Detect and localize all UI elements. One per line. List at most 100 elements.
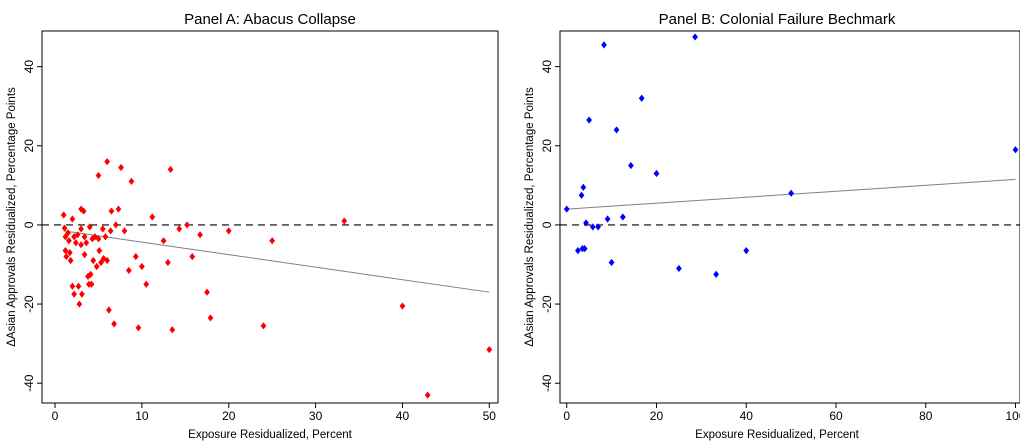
data-point bbox=[100, 254, 107, 263]
data-point bbox=[106, 306, 112, 314]
data-point bbox=[608, 258, 615, 267]
data-point bbox=[62, 247, 69, 255]
data-point bbox=[676, 264, 682, 273]
data-point bbox=[595, 223, 602, 231]
x-tick-label: 20 bbox=[650, 409, 664, 423]
data-point bbox=[692, 33, 698, 41]
data-point bbox=[580, 183, 587, 191]
data-point bbox=[115, 205, 122, 213]
panel-b-points bbox=[563, 33, 1019, 278]
panel-b: Panel B: Colonial Failure Bechmark 0 20 40… bbox=[524, 11, 1020, 441]
x-tick-label: 40 bbox=[740, 409, 754, 423]
panel-a-y-axis-label: ΔAsian Approvals Residualized, Percentag… bbox=[6, 87, 18, 347]
data-point bbox=[604, 215, 611, 223]
x-tick-label: 0 bbox=[52, 409, 59, 423]
panel-a-fit-line bbox=[63, 230, 490, 293]
data-point bbox=[95, 235, 102, 243]
x-tick-label: 80 bbox=[919, 409, 933, 423]
data-point bbox=[341, 217, 348, 225]
data-point bbox=[98, 258, 104, 267]
data-point bbox=[81, 233, 88, 241]
data-point bbox=[169, 326, 176, 334]
data-point bbox=[88, 280, 95, 288]
data-point bbox=[78, 225, 84, 233]
data-point bbox=[601, 41, 607, 49]
data-point bbox=[112, 221, 119, 229]
data-point bbox=[102, 233, 109, 241]
data-point bbox=[638, 94, 645, 102]
data-point bbox=[60, 211, 67, 219]
data-point bbox=[713, 270, 720, 278]
y-tick-label: 40 bbox=[540, 60, 554, 74]
data-point bbox=[79, 290, 85, 298]
panel-b-axes: 0 20 40 60 80 100 -40 -20 0 20 40 bbox=[540, 60, 1020, 423]
x-tick-label: 40 bbox=[396, 409, 410, 423]
y-tick-label: 20 bbox=[540, 139, 554, 153]
data-point bbox=[72, 239, 79, 247]
data-point bbox=[121, 227, 128, 235]
data-point bbox=[176, 225, 183, 233]
panel-b-plot-frame bbox=[559, 30, 1020, 404]
data-point bbox=[87, 270, 94, 278]
data-point bbox=[75, 282, 82, 290]
data-point bbox=[589, 223, 596, 231]
data-point bbox=[71, 290, 78, 298]
data-point bbox=[118, 163, 124, 172]
y-tick-label: 0 bbox=[22, 221, 36, 228]
data-point bbox=[132, 252, 139, 261]
panel-a-points bbox=[60, 157, 493, 399]
data-point bbox=[225, 227, 232, 235]
data-point bbox=[260, 322, 267, 330]
data-point bbox=[184, 221, 190, 229]
data-point bbox=[653, 169, 660, 178]
data-point bbox=[83, 239, 90, 247]
data-point bbox=[204, 288, 210, 296]
panel-b-x-axis-label: Exposure Residualized, Percent bbox=[695, 429, 859, 441]
data-point bbox=[207, 314, 214, 322]
data-point bbox=[575, 247, 581, 255]
data-point bbox=[628, 161, 634, 170]
data-point bbox=[86, 223, 93, 231]
x-tick-label: 0 bbox=[563, 409, 570, 423]
data-point bbox=[1012, 146, 1019, 154]
x-tick-label: 60 bbox=[829, 409, 843, 423]
panel-a-x-axis-label: Exposure Residualized, Percent bbox=[188, 429, 352, 441]
data-point bbox=[69, 282, 76, 290]
panel-a-axes: 0 10 20 30 40 50 -40 -20 0 20 40 bbox=[22, 60, 496, 423]
data-point bbox=[143, 280, 150, 288]
data-point bbox=[135, 324, 142, 332]
data-point bbox=[78, 241, 84, 249]
data-point bbox=[107, 227, 114, 235]
data-point bbox=[93, 262, 100, 271]
data-point bbox=[62, 233, 69, 241]
data-point bbox=[743, 247, 750, 255]
data-point bbox=[90, 256, 97, 265]
data-point bbox=[578, 191, 585, 199]
data-point bbox=[66, 237, 72, 245]
data-point bbox=[619, 213, 626, 221]
data-point bbox=[165, 258, 171, 267]
data-point bbox=[160, 237, 167, 245]
x-tick-label: 30 bbox=[309, 409, 323, 423]
data-point bbox=[99, 225, 106, 233]
y-tick-label: -40 bbox=[22, 374, 36, 392]
y-tick-label: -20 bbox=[540, 295, 554, 313]
data-point bbox=[269, 237, 276, 245]
data-point bbox=[128, 177, 135, 185]
data-point bbox=[61, 224, 68, 232]
x-tick-label: 20 bbox=[222, 409, 236, 423]
data-point bbox=[66, 249, 73, 257]
data-point bbox=[399, 302, 406, 310]
data-point bbox=[125, 266, 132, 275]
data-point bbox=[424, 391, 431, 399]
x-tick-label: 10 bbox=[135, 409, 149, 423]
data-point bbox=[581, 245, 588, 253]
panel-b-y-axis-label: ΔAsian Approvals Residualized, Percentag… bbox=[524, 87, 536, 347]
data-point bbox=[69, 215, 76, 223]
data-point bbox=[104, 157, 111, 166]
panel-a: Panel A: Abacus Collapse 0 10 20 30 40 50 -40 -… bbox=[6, 11, 499, 441]
data-point bbox=[486, 345, 493, 354]
y-tick-label: 20 bbox=[22, 139, 36, 153]
panel-b-title: Panel B: Colonial Failure Bechmark bbox=[659, 11, 896, 28]
